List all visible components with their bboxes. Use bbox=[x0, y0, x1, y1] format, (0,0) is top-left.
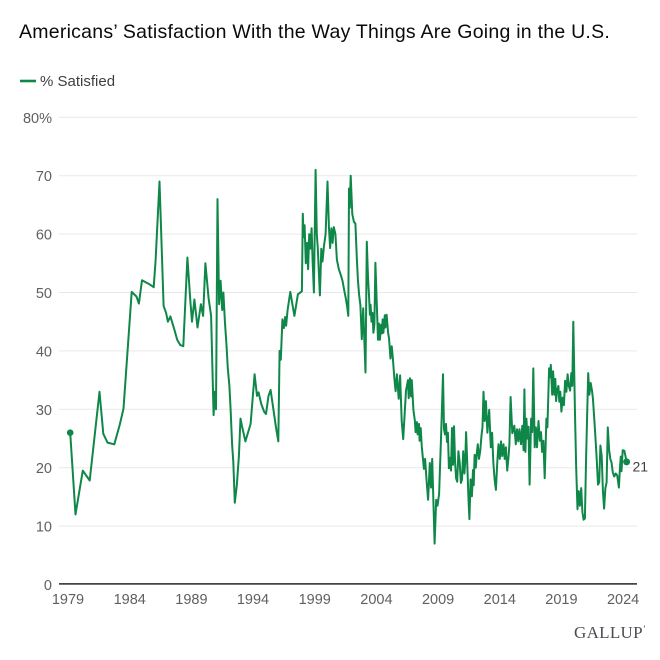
svg-text:70: 70 bbox=[36, 169, 52, 185]
svg-text:0: 0 bbox=[44, 578, 52, 594]
svg-text:21: 21 bbox=[633, 459, 649, 475]
svg-text:50: 50 bbox=[36, 286, 52, 302]
svg-text:2004: 2004 bbox=[360, 592, 392, 608]
svg-text:GALLUP’: GALLUP’ bbox=[574, 623, 646, 642]
svg-text:20: 20 bbox=[36, 461, 52, 477]
svg-text:80%: 80% bbox=[23, 111, 52, 127]
svg-text:30: 30 bbox=[36, 403, 52, 419]
svg-text:2014: 2014 bbox=[484, 592, 516, 608]
svg-text:10: 10 bbox=[36, 520, 52, 536]
svg-text:40: 40 bbox=[36, 344, 52, 360]
svg-text:1984: 1984 bbox=[114, 592, 146, 608]
svg-text:Americans’ Satisfaction With t: Americans’ Satisfaction With the Way Thi… bbox=[19, 21, 610, 43]
svg-text:2019: 2019 bbox=[545, 592, 577, 608]
svg-text:1994: 1994 bbox=[237, 592, 269, 608]
svg-text:1979: 1979 bbox=[52, 592, 84, 608]
svg-text:1999: 1999 bbox=[299, 592, 331, 608]
svg-text:60: 60 bbox=[36, 228, 52, 244]
svg-text:1989: 1989 bbox=[175, 592, 207, 608]
svg-text:2009: 2009 bbox=[422, 592, 454, 608]
svg-text:% Satisfied: % Satisfied bbox=[40, 73, 115, 90]
svg-text:2024: 2024 bbox=[607, 592, 639, 608]
